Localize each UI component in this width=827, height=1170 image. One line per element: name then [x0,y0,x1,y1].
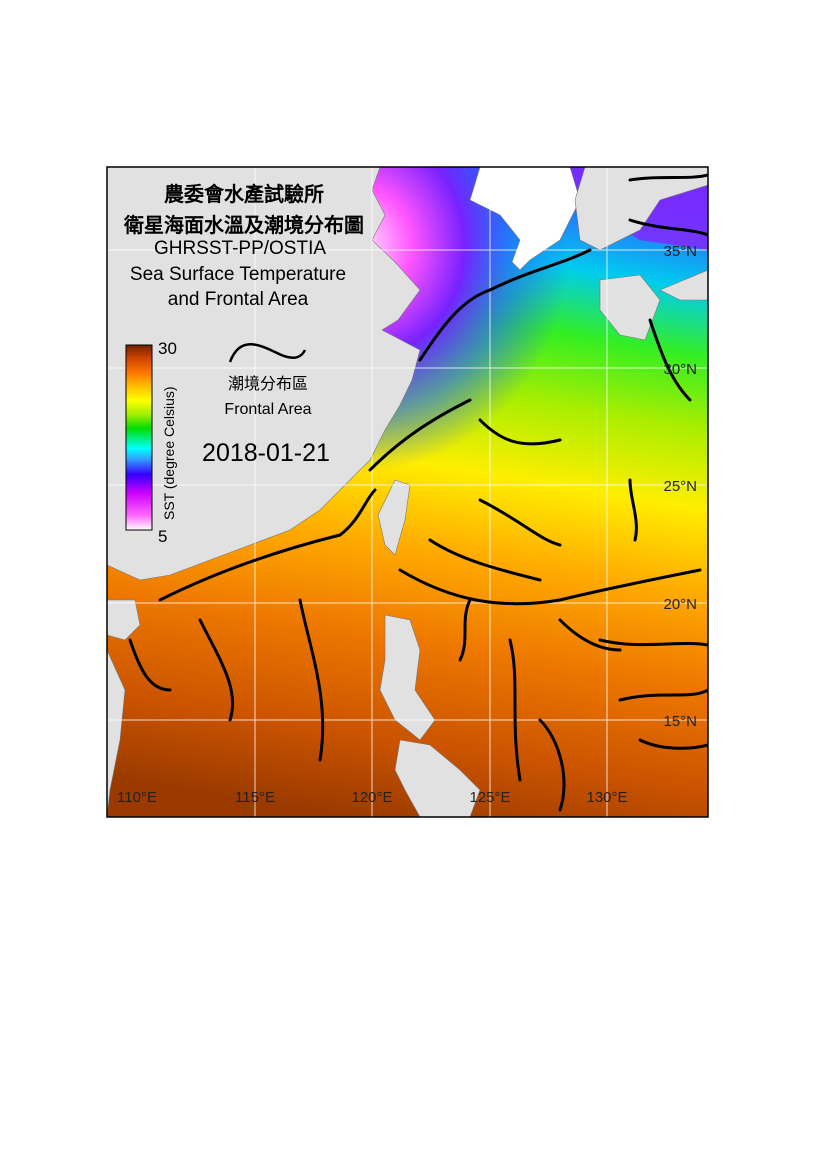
legend-front-label-zh: 潮境分布區 [228,374,308,393]
china-mainland [107,167,421,581]
vietnam-coast [107,649,126,817]
frontal-lines [128,173,708,812]
lon-tick-label: 110°E [117,789,157,806]
hainan [107,599,141,641]
front-legend-icon [228,343,307,363]
japan-kyushu [599,274,661,341]
lat-tick-label: 35°N [663,243,697,260]
korea [574,167,708,251]
philippine-islands [394,739,481,817]
colorbar-title: SST (degree Celsius) [161,386,177,520]
colorbar [125,344,153,531]
lat-tick-label: 25°N [663,478,697,495]
lon-tick-label: 120°E [351,789,392,806]
luzon [379,614,436,741]
title-zh-institute: 農委會水產試驗所 [164,182,324,206]
lon-tick-label: 130°E [586,789,627,806]
title-en-line2: and Frontal Area [168,289,309,310]
title-zh-map: 衛星海面水溫及潮境分布圖 [123,213,364,237]
lat-tick-label: 30°N [663,361,697,378]
colorbar-max-label: 30 [158,339,177,358]
title-en-line1: Sea Surface Temperature [130,264,346,285]
japan-honshu [659,269,708,301]
lat-tick-label: 15°N [663,713,697,730]
title-dataset: GHRSST-PP/OSTIA [154,238,326,259]
land [107,167,708,817]
lon-tick-label: 115°E [235,789,275,806]
colorbar-min-label: 5 [158,527,167,546]
map-date: 2018-01-21 [202,439,330,467]
lon-tick-label: 125°E [469,789,510,806]
legend-front-label-en: Frontal Area [224,401,311,418]
map-frame [106,166,709,818]
lat-tick-label: 20°N [663,596,697,613]
